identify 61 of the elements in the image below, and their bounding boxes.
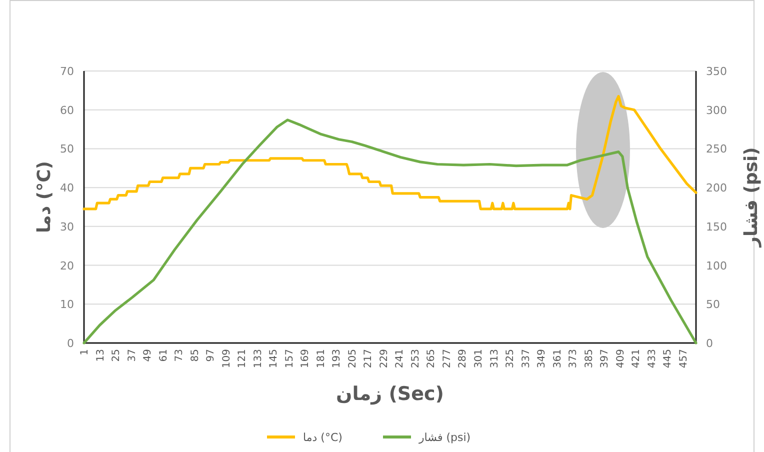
x-tick-label: 193 xyxy=(332,349,343,368)
y-tick-label: 60 xyxy=(60,104,74,117)
x-tick-label: 349 xyxy=(536,349,548,368)
line-series xyxy=(82,94,698,210)
legend-label: دما (°C) xyxy=(303,431,342,444)
x-tick-label: 97 xyxy=(206,349,217,362)
x-tick-label: 73 xyxy=(174,349,186,362)
y-tick-label: 30 xyxy=(60,220,74,234)
x-tick-label: 217 xyxy=(363,349,374,368)
x-tick-label: 361 xyxy=(552,349,564,368)
x-tick-label: 133 xyxy=(252,349,264,368)
y2-axis-title: فشار (psi) xyxy=(741,147,762,248)
x-tick-label: 277 xyxy=(442,349,453,368)
y-tick-label: 0 xyxy=(67,337,74,350)
x-tick-label: 241 xyxy=(394,349,406,368)
y-tick-label: 40 xyxy=(60,182,74,195)
legend-label: فشار (psi) xyxy=(418,431,471,444)
x-tick-label: 13 xyxy=(95,349,106,362)
x-tick-label: 289 xyxy=(458,349,469,368)
y2-tick-label: 250 xyxy=(706,142,727,156)
x-tick-label: 145 xyxy=(268,349,280,368)
x-tick-label: 385 xyxy=(584,349,595,368)
x-tick-label: 373 xyxy=(568,349,580,368)
x-axis-title: زمان (Sec) xyxy=(336,383,444,405)
y-tick-label: 20 xyxy=(60,259,74,272)
x-tick-label: 337 xyxy=(520,349,532,368)
y2-tick-label: 100 xyxy=(706,259,727,272)
x-tick-label: 181 xyxy=(316,349,327,368)
y2-tick-label: 200 xyxy=(706,182,727,195)
y2-tick-label: 150 xyxy=(706,220,727,234)
x-tick-label: 37 xyxy=(126,349,138,362)
y-axis-title: دما (°C) xyxy=(34,160,55,234)
x-tick-label: 49 xyxy=(142,349,154,362)
x-tick-label: 121 xyxy=(237,349,248,368)
x-tick-label: 313 xyxy=(489,349,500,368)
x-tick-label: 265 xyxy=(426,349,438,368)
x-tick-label: 445 xyxy=(662,349,674,368)
x-tick-label: 85 xyxy=(190,349,201,362)
x-tick-label: 1 xyxy=(80,349,90,356)
x-tick-label: 229 xyxy=(378,349,390,368)
x-tick-label: 457 xyxy=(678,349,690,368)
y2-tick-label: 350 xyxy=(706,65,727,78)
y-tick-label: 10 xyxy=(60,298,74,312)
x-tick-label: 169 xyxy=(300,349,312,368)
x-tick-label: 253 xyxy=(410,349,422,368)
x-tick-label: 301 xyxy=(473,349,484,368)
x-tick-label: 205 xyxy=(347,349,358,368)
y2-tick-label: 50 xyxy=(706,298,720,312)
x-tick-label: 61 xyxy=(158,349,170,362)
x-tick-label: 421 xyxy=(631,349,642,368)
y2-tick-label: 300 xyxy=(706,104,727,117)
x-tick-label: 409 xyxy=(615,349,626,368)
x-tick-label: 157 xyxy=(284,349,296,368)
x-tick-label: 325 xyxy=(505,349,516,368)
y2-tick-label: 0 xyxy=(706,337,713,350)
x-tick-label: 109 xyxy=(221,349,232,368)
x-tick-label: 433 xyxy=(646,349,658,368)
x-tick-label: 25 xyxy=(111,349,122,362)
x-tick-label: 397 xyxy=(600,349,611,368)
y-tick-label: 70 xyxy=(60,65,74,78)
y-tick-label: 50 xyxy=(60,142,74,156)
